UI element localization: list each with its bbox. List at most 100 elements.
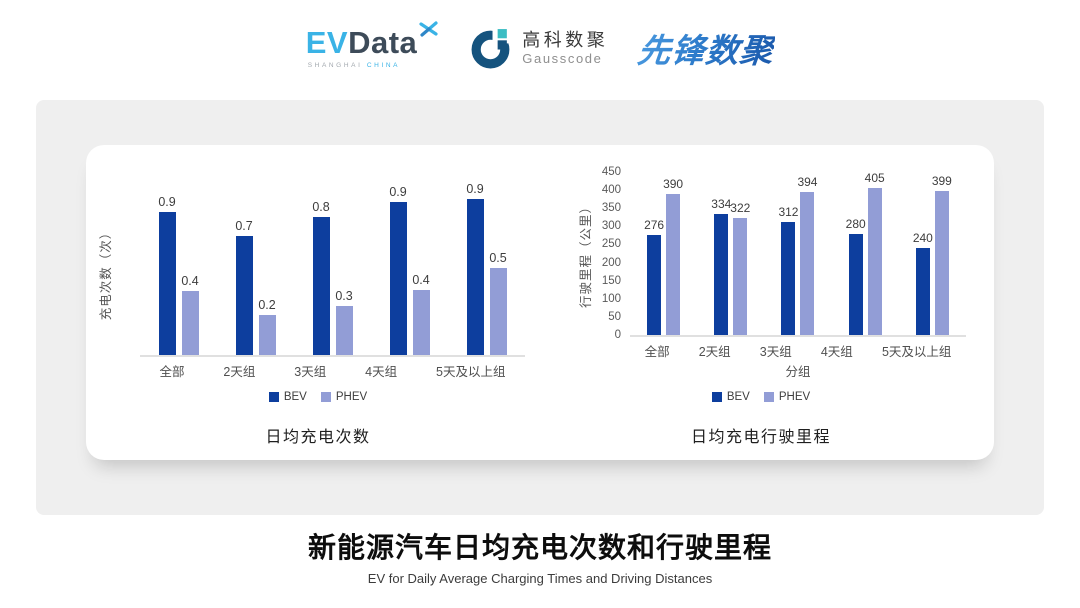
bar-with-label: 0.7: [235, 218, 253, 355]
y-axis-title: 充电次数（次）: [99, 225, 113, 321]
logo-bar: EV Data SHANGHAI CHINA 高科数聚 G: [0, 21, 1080, 72]
y-tick-label: 0: [614, 329, 621, 341]
bar-value-label: 0.2: [258, 297, 276, 312]
bar-bev: [848, 233, 863, 335]
page-subtitle: EV for Daily Average Charging Times and …: [367, 571, 713, 586]
bar-value-label: 0.3: [335, 289, 353, 304]
bar-bev: [466, 198, 484, 355]
x-category-label: 全部: [159, 365, 185, 379]
bar-value-label: 334: [711, 197, 732, 211]
bar-with-label: 390: [663, 176, 684, 335]
bar-with-label: 0.4: [412, 272, 430, 355]
evdata-subtext: SHANGHAI CHINA: [306, 62, 440, 69]
bar-bev: [647, 235, 662, 335]
y-tick-label: 450: [601, 166, 621, 178]
bar-with-label: 0.9: [466, 181, 484, 355]
charts-card: 充电次数（次） 0.9 0.4 0.7 0.2 0.8 0.3 0.9 0.4 0.9 0.5 全…: [86, 145, 994, 460]
plot-area: 0.9 0.4 0.7 0.2 0.8 0.3 0.9 0.4 0.9 0.5: [140, 182, 525, 357]
legend-label: BEV: [283, 391, 307, 403]
bar-with-label: 399: [931, 173, 952, 335]
evdata-ev-text: EV: [305, 25, 349, 60]
bar-phev: [666, 193, 681, 335]
bar-bev: [158, 212, 176, 355]
chart-title: 日均充电行驶里程: [690, 429, 831, 446]
evdata-wordmark: EV Data: [305, 21, 440, 60]
bar-value-label: 399: [931, 173, 952, 188]
legend-label: PHEV: [335, 391, 368, 403]
bar-value-label: 394: [797, 175, 818, 190]
y-tick-label: 200: [601, 256, 621, 269]
x-category-label: 2天组: [698, 345, 731, 359]
legend-swatch-bev: [711, 392, 722, 402]
x-category-label: 4天组: [365, 365, 398, 379]
x-category-label: 5天及以上组: [436, 365, 506, 379]
bar-phev: [258, 314, 276, 355]
legend-item-bev: BEV: [268, 391, 307, 403]
plot-area: 276 390 334 322 312 394 280 405 240 399: [630, 172, 966, 337]
x-category-label: 4天组: [820, 345, 853, 359]
bar-group: 0.7 0.2: [235, 218, 276, 355]
bar-value-label: 322: [730, 201, 751, 216]
chart-title: 日均充电次数: [265, 429, 371, 446]
y-tick-label: 300: [601, 220, 621, 233]
legend-label: PHEV: [778, 391, 811, 403]
bar-phev: [412, 289, 430, 355]
bar-with-label: 394: [797, 175, 818, 335]
charts-panel: 充电次数（次） 0.9 0.4 0.7 0.2 0.8 0.3 0.9 0.4 0.9 0.5 全…: [36, 100, 1044, 515]
bar-bev: [235, 235, 253, 355]
bar-value-label: 0.5: [489, 250, 507, 265]
evdata-subtext-china: CHINA: [366, 62, 401, 69]
x-category-label: 2天组: [223, 365, 256, 379]
bar-value-label: 276: [644, 218, 665, 232]
bar-value-label: 0.7: [235, 218, 253, 233]
bar-group: 240 399: [913, 173, 952, 335]
bar-with-label: 405: [865, 172, 885, 335]
bar-with-label: 312: [778, 206, 798, 335]
chart-daily-driving-distance: 行驶里程（公里） 276 390 334 322 312 394 280 405 240 399 …: [541, 159, 981, 449]
bar-with-label: 0.3: [335, 289, 353, 355]
bar-group: 0.9 0.4: [389, 185, 430, 355]
x-category-label: 5天及以上组: [881, 345, 952, 359]
y-tick-label: 400: [601, 184, 621, 197]
legend-label: BEV: [726, 391, 750, 403]
evdata-data-text: Data: [348, 25, 418, 60]
bar-value-label: 0.8: [312, 200, 330, 215]
x-axis-title: 分组: [785, 365, 811, 379]
bar-bev: [389, 202, 407, 355]
bar-bev: [781, 222, 796, 335]
bar-with-label: 322: [730, 201, 751, 335]
bar-with-label: 0.4: [181, 274, 199, 355]
y-tick-label: 350: [601, 202, 621, 215]
chart-daily-charging-times: 充电次数（次） 0.9 0.4 0.7 0.2 0.8 0.3 0.9 0.4 0.9 0.5 全…: [98, 159, 538, 449]
evdata-spark-icon: [419, 21, 438, 37]
legend-item-phev: PHEV: [763, 391, 811, 403]
bar-value-label: 280: [845, 216, 866, 231]
evdata-subtext-shanghai: SHANGHAI: [307, 62, 363, 69]
bar-value-label: 0.4: [181, 274, 199, 289]
y-tick-label: 150: [601, 274, 621, 287]
bar-group: 0.9 0.4: [158, 195, 199, 355]
bar-with-label: 0.9: [389, 185, 407, 355]
bar-bev: [312, 217, 330, 355]
bar-group: 0.8 0.3: [312, 200, 353, 355]
x-axis-labels: 全部 2天组 3天组 4天组 5天及以上组: [630, 341, 966, 360]
page-title: 新能源汽车日均充电次数和行驶里程: [307, 532, 772, 563]
bar-value-label: 0.9: [389, 185, 407, 200]
gausscode-logo: 高科数聚 Gausscode: [469, 25, 608, 71]
bar-value-label: 0.9: [466, 181, 484, 196]
bar-phev: [489, 267, 507, 355]
bar-value-label: 390: [663, 176, 684, 191]
bar-group: 276 390: [644, 176, 684, 335]
bar-value-label: 0.9: [158, 195, 176, 210]
bar-phev: [800, 192, 815, 335]
x-axis-labels: 全部 2天组 3天组 4天组 5天及以上组: [140, 361, 525, 380]
legend: BEV PHEV: [98, 391, 538, 403]
x-category-label: 3天组: [759, 345, 792, 359]
legend-item-phev: PHEV: [320, 391, 368, 403]
gausscode-text: 高科数聚 Gausscode: [522, 30, 608, 66]
bar-value-label: 0.4: [412, 272, 430, 287]
bar-with-label: 334: [711, 197, 732, 335]
bar-phev: [934, 190, 949, 335]
legend-swatch-bev: [268, 392, 279, 402]
